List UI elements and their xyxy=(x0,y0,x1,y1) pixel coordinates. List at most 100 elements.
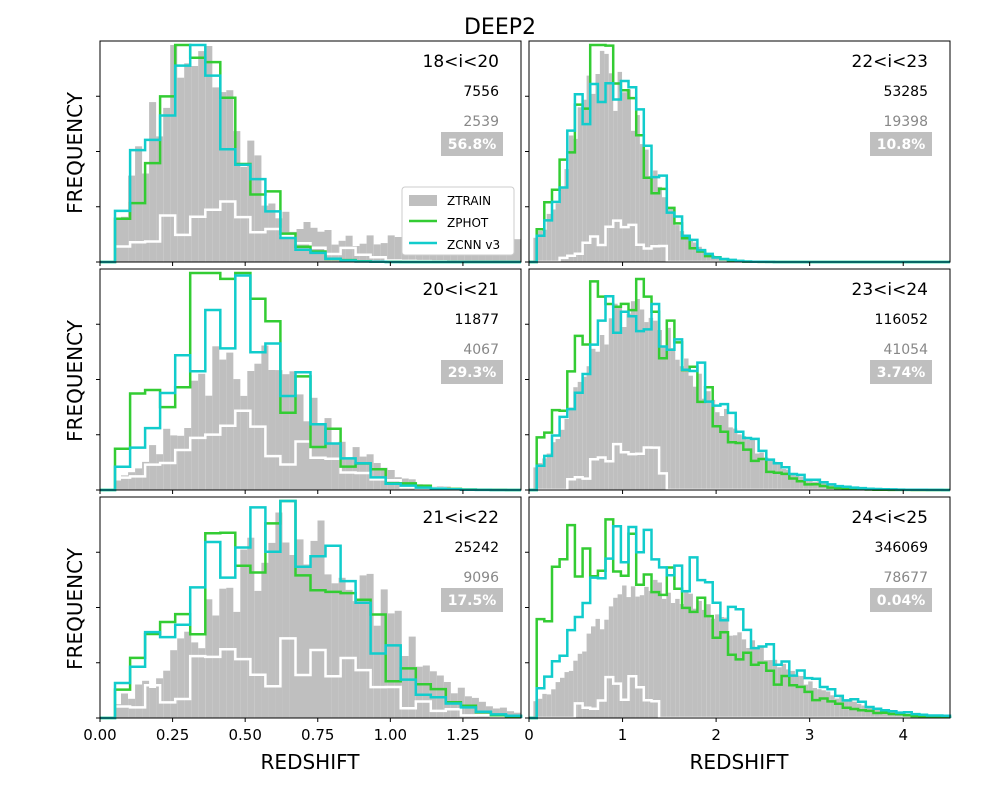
zphot-histogram xyxy=(100,499,523,720)
ztrain-bar xyxy=(450,693,458,718)
ztrain-bar xyxy=(219,588,227,718)
ztrain-bar xyxy=(380,243,388,262)
ztrain-bar xyxy=(568,135,574,262)
ztrain-bar xyxy=(630,301,636,490)
ztrain-bar xyxy=(555,682,561,718)
ztrain-bar xyxy=(268,203,276,262)
ztrain-bar xyxy=(331,583,339,718)
x-tick-label: 0.00 xyxy=(83,726,116,744)
ztrain-bar xyxy=(478,701,486,718)
ztrain-bar xyxy=(261,562,269,718)
x-tick-label: 1.00 xyxy=(374,726,407,744)
ztrain-bar xyxy=(693,386,698,490)
ztrain-bar xyxy=(732,635,738,718)
ztrain-bar xyxy=(310,227,318,262)
panel-subset-count: 4067 xyxy=(463,342,499,358)
ztrain-bar xyxy=(546,453,552,490)
x-tick-label: 3 xyxy=(805,726,815,744)
ztrain-bar xyxy=(338,240,346,262)
ztrain-bar xyxy=(644,586,649,718)
ztrain-bar xyxy=(537,231,543,262)
ztrain-bar xyxy=(732,428,738,490)
ztrain-bar xyxy=(184,631,192,718)
ztrain-bar xyxy=(226,90,234,262)
ztrain-bar xyxy=(282,374,290,490)
ztrain-bar xyxy=(177,638,185,718)
ztrain-bar xyxy=(128,175,136,262)
percent-badge xyxy=(870,588,932,612)
panel-count: 116052 xyxy=(875,312,928,328)
ztrain-bar xyxy=(198,648,206,718)
ztrain-bar xyxy=(648,590,654,718)
ztrain-bar xyxy=(582,651,587,718)
panel-20<i<21: 20<i<21 11877 4067 29.3% xyxy=(96,268,522,494)
ztrain-bar xyxy=(759,646,764,718)
x-tick-label: 4 xyxy=(898,726,908,744)
ztrain-bar xyxy=(661,345,667,490)
ztrain-bar xyxy=(657,330,662,490)
ztrain-bar xyxy=(121,475,129,490)
ztrain-bar xyxy=(772,461,778,490)
ztrain-bar xyxy=(639,595,645,718)
ztrain-bar xyxy=(331,443,339,490)
ztrain-bar xyxy=(429,671,437,718)
panel-label: 23<i<24 xyxy=(852,280,928,300)
ztrain-bar xyxy=(786,469,791,490)
ztrain-bar xyxy=(648,317,654,490)
ztrain-bar xyxy=(777,464,782,490)
panel-24<i<25: 24<i<25 346069 78677 0.04% 0 1 2 3 4 xyxy=(524,496,952,744)
ztrain-bar xyxy=(799,476,804,490)
ztrain-bar xyxy=(324,230,332,262)
ztrain-bar xyxy=(142,173,150,262)
ztrain-bar xyxy=(338,577,346,718)
ztrain-bar xyxy=(373,625,381,718)
ztrain-bar xyxy=(737,632,742,718)
ztrain-bar xyxy=(582,99,587,262)
ztrain-bar xyxy=(191,642,199,718)
ztrain-bar xyxy=(387,613,395,718)
ztrain-bar xyxy=(710,399,716,490)
ztrain-bar xyxy=(684,589,689,718)
ztrain-bar xyxy=(289,231,297,262)
ztrain-bar xyxy=(697,600,702,718)
ztrain-bar xyxy=(666,327,671,490)
ztrain-bar xyxy=(763,457,769,490)
ztrain-bar xyxy=(247,537,255,718)
panel-subset-count: 41054 xyxy=(883,342,928,358)
ztrain-bar xyxy=(737,434,742,490)
panel-subset-count: 9096 xyxy=(463,570,499,586)
ztrain-bar xyxy=(750,640,756,718)
panel-subset-count: 2539 xyxy=(463,114,499,130)
ztrain-bar xyxy=(542,229,547,262)
ztrain-bar xyxy=(422,665,430,718)
ztrain-bar xyxy=(577,653,583,718)
ztrain-bar xyxy=(135,468,143,490)
ztrain-bar xyxy=(670,348,676,490)
ztrain-bar xyxy=(719,416,725,490)
panel-21<i<22: 21<i<22 25242 9096 17.5% 0.00 0.25 0.50 0.75 1.0… xyxy=(83,496,523,744)
ztrain-bar xyxy=(617,71,623,263)
panel-count: 7556 xyxy=(463,84,499,100)
ztrain-bar xyxy=(630,586,636,718)
ztrain-bar xyxy=(163,670,171,718)
ztrain-bar xyxy=(191,66,199,262)
ztrain-bar xyxy=(679,231,685,262)
ztrain-bar xyxy=(401,656,409,718)
ztrain-bar xyxy=(586,366,592,490)
ztrain-bar xyxy=(755,647,760,718)
panel-count: 53285 xyxy=(883,84,928,100)
ztrain-bar xyxy=(586,75,592,262)
ztrain-bar xyxy=(812,688,818,718)
legend-label: ZTRAIN xyxy=(447,194,491,208)
ztrain-bar xyxy=(240,395,248,490)
ztrain-bar xyxy=(114,480,122,490)
ztrain-bar xyxy=(114,704,122,718)
ztrain-bar xyxy=(551,442,556,490)
ztrain-bar xyxy=(261,345,269,490)
zphot-histogram xyxy=(529,518,952,720)
ztrain-bar xyxy=(679,366,685,490)
ztrain-bar xyxy=(499,707,507,718)
panel-count: 346069 xyxy=(875,540,928,556)
ztrain-bar xyxy=(205,599,213,718)
ztrain-bar xyxy=(715,412,720,490)
